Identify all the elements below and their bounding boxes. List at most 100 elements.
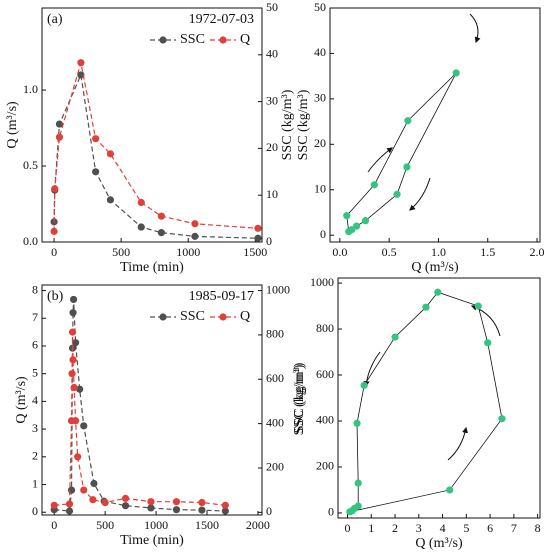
y2-tick-label: 10 [266,187,278,201]
x-axis-label: Time (min) [120,260,184,275]
y2-tick-label: 0 [266,234,272,248]
data-point [403,163,411,171]
plot-frame [337,277,541,519]
data-point [68,328,77,336]
panel-label: (a) [47,12,63,27]
y-tick-label: 40 [314,45,326,59]
data-point [121,494,130,502]
y-tick-label: 0.0 [23,234,38,248]
data-point [353,419,361,427]
legend-marker [219,36,227,44]
y-tick-label: 1 [32,476,38,490]
data-point [147,498,155,506]
series-line [54,299,226,512]
y2-axis-label: SSC (kg/m³) [292,364,307,435]
x-axis-label: Q (m³/s) [415,536,463,551]
plot-frame [41,7,263,243]
arrow [447,426,468,461]
series-line [53,72,258,239]
data-point [77,71,85,79]
arrow [367,147,393,173]
data-point [55,133,64,141]
y-tick-label: 7 [32,310,38,324]
data-point [404,117,412,125]
data-point [343,212,351,220]
data-point [484,339,492,347]
y2-axis-label: SSC (kg/m³) [280,89,295,160]
arrows [363,13,501,461]
legend-marker [159,313,167,321]
x-axis-label: Time (min) [120,533,184,548]
data-point [354,502,362,510]
data-point [393,190,401,198]
legend-label: SSC [180,309,205,324]
data-point [69,309,77,317]
y-tick-label: 1.0 [23,82,38,96]
data-point [106,150,115,158]
data-point [69,295,78,304]
x-tick-label: 1000 [144,518,168,532]
legend-marker [219,313,227,321]
data-point [198,498,206,507]
data-point [106,196,115,204]
data-point [90,479,98,488]
y-tick-label: 0 [328,505,334,519]
x-tick-label: 6 [487,521,493,535]
x-tick-label: 1000 [176,245,200,259]
y2-tick-label: 800 [266,327,284,341]
data-point [391,333,399,341]
data-point [67,486,76,494]
data-point [50,501,58,509]
data-point [254,224,262,232]
y-tick-label: 0 [320,227,326,241]
data-point [65,507,74,515]
data-point [353,222,361,230]
x-tick-label: 3 [416,521,422,535]
y2-tick-label: 30 [266,93,278,107]
y2-tick-label: 400 [266,415,284,429]
y-tick-label: 800 [316,321,334,335]
y2-tick-label: 0 [266,504,272,518]
x-tick-label: 7 [511,521,517,535]
y2-tick-label: 1000 [266,282,290,296]
x-tick-label: 1.0 [431,245,446,259]
data-point [55,120,64,128]
data-point [65,500,74,508]
x-tick-label: 0 [51,518,57,532]
legend-marker [159,36,167,44]
plot-frame [41,284,263,516]
arrow [409,177,431,211]
x-tick-label: 500 [112,245,130,259]
y-tick-label: 10 [314,181,326,195]
data-point [76,385,84,393]
data-point [191,220,199,228]
loop-line [346,72,457,233]
data-point [354,479,362,487]
y-axis-label: Q (m³/s) [14,376,29,424]
data-point [72,339,80,347]
data-point [74,453,82,461]
x-tick-label: 0.0 [332,245,347,259]
y-tick-label: 4 [32,393,38,407]
x-tick-label: 2000 [246,518,270,532]
data-point [172,506,181,514]
x-tick-label: 1500 [243,245,267,259]
y-tick-label: 30 [314,91,326,105]
y-axis-label: SSC (kg/m³) [296,89,311,160]
series-line [54,332,226,506]
data-point [77,59,85,67]
y-tick-label: 0.5 [23,158,38,172]
panel-label: (b) [47,289,64,304]
y2-tick-label: 200 [266,460,284,474]
x-tick-label: 5 [463,521,469,535]
y2-tick-label: 40 [266,47,278,61]
loop-line [349,291,503,513]
data-point [446,486,454,494]
arrow [470,304,501,337]
x-tick-label: 0 [345,521,351,535]
data-point [51,185,59,193]
x-tick-label: 2 [392,521,398,535]
y2-tick-label: 600 [266,371,284,385]
data-point [360,381,368,389]
